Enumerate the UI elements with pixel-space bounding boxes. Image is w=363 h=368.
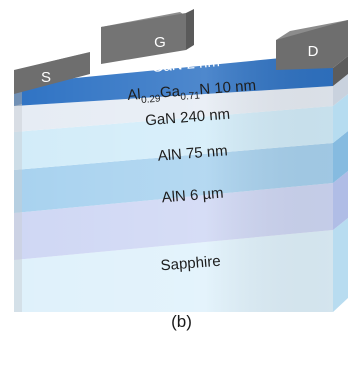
right-side-faces: [333, 56, 348, 312]
algan-part-n: N 10 nm: [199, 77, 257, 98]
gan-channel-label: GaN 240 nm: [145, 106, 231, 130]
figure-caption: (b): [171, 312, 192, 331]
gate-contact-side: [186, 9, 194, 50]
source-contact: [14, 52, 90, 94]
aln-buffer-label: AlN 6 µm: [161, 185, 224, 207]
side-aln-75: [333, 131, 348, 183]
drain-label: D: [308, 43, 319, 60]
algan-part-x: 0.29: [141, 93, 162, 106]
sapphire-label: Sapphire: [160, 253, 221, 275]
left-edge: [14, 80, 22, 312]
side-gan: [333, 94, 348, 143]
drain-contact: [276, 20, 348, 70]
gate-label: G: [154, 34, 166, 51]
aln-75-label: AlN 75 nm: [157, 142, 228, 164]
side-aln-buffer: [333, 171, 348, 230]
source-label: S: [41, 69, 51, 86]
gan-cap-label: GaN 2 nm: [151, 53, 221, 76]
contacts: [14, 9, 348, 94]
front-sheen: [14, 53, 333, 312]
side-drain: [333, 56, 348, 86]
front-layers: [14, 53, 333, 312]
algan-label: Al0.29Ga0.71N 10 nm: [127, 77, 257, 107]
side-algan: [333, 74, 348, 106]
algan-part-y: 0.71: [180, 90, 201, 103]
gate-contact: [101, 13, 186, 64]
side-sapphire: [333, 218, 348, 312]
algan-part-ga: Ga: [159, 83, 181, 102]
algan-part-al: Al: [127, 86, 142, 104]
